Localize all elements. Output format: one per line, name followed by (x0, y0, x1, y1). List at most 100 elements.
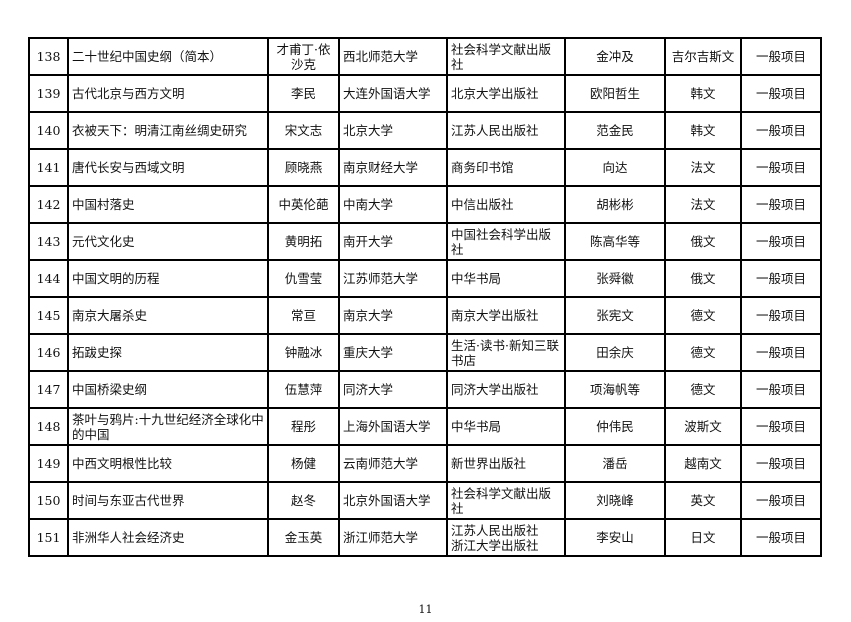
book-title-cell: 拓跋史探 (67, 333, 269, 372)
original-author-cell: 刘晓峰 (564, 481, 666, 520)
table-row: 145 南京大屠杀史 常亘 南京大学 南京大学出版社 张宪文 德文 一般项目 (28, 296, 822, 335)
table-row: 143 元代文化史 黄明拓 南开大学 中国社会科学出版社 陈高华等 俄文 一般项目 (28, 222, 822, 261)
applicant-cell: 宋文志 (267, 111, 340, 150)
language-cell: 德文 (664, 370, 742, 409)
book-title-cell: 衣被天下：明清江南丝绸史研究 (67, 111, 269, 150)
applicant-cell: 赵冬 (267, 481, 340, 520)
institution-cell: 重庆大学 (338, 333, 448, 372)
applicant-cell: 李民 (267, 74, 340, 113)
table-row: 138 二十世纪中国史纲（简本） 才甫丁·依沙克 西北师范大学 社会科学文献出版社 金冲及… (28, 37, 822, 76)
project-type-cell: 一般项目 (740, 407, 822, 446)
institution-cell: 浙江师范大学 (338, 518, 448, 557)
original-author-cell: 李安山 (564, 518, 666, 557)
applicant-cell: 伍慧萍 (267, 370, 340, 409)
project-type-cell: 一般项目 (740, 444, 822, 483)
project-type-cell: 一般项目 (740, 481, 822, 520)
original-author-cell: 张宪文 (564, 296, 666, 335)
institution-cell: 云南师范大学 (338, 444, 448, 483)
institution-cell: 北京大学 (338, 111, 448, 150)
row-number-cell: 138 (28, 37, 69, 76)
project-type-cell: 一般项目 (740, 296, 822, 335)
table-row: 144 中国文明的历程 仇雪莹 江苏师范大学 中华书局 张舜徽 俄文 一般项目 (28, 259, 822, 298)
row-number-cell: 146 (28, 333, 69, 372)
publisher-cell: 北京大学出版社 (446, 74, 566, 113)
institution-cell: 上海外国语大学 (338, 407, 448, 446)
table-row: 147 中国桥梁史纲 伍慧萍 同济大学 同济大学出版社 项海帆等 德文 一般项目 (28, 370, 822, 409)
applicant-cell: 仇雪莹 (267, 259, 340, 298)
original-author-cell: 项海帆等 (564, 370, 666, 409)
project-type-cell: 一般项目 (740, 222, 822, 261)
row-number-cell: 150 (28, 481, 69, 520)
row-number-cell: 149 (28, 444, 69, 483)
project-type-cell: 一般项目 (740, 185, 822, 224)
project-type-cell: 一般项目 (740, 148, 822, 187)
table-row: 148 茶叶与鸦片:十九世纪经济全球化中的中国 程彤 上海外国语大学 中华书局 仲伟民 波斯… (28, 407, 822, 446)
original-author-cell: 仲伟民 (564, 407, 666, 446)
original-author-cell: 张舜徽 (564, 259, 666, 298)
book-title-cell: 古代北京与西方文明 (67, 74, 269, 113)
applicant-cell: 钟融冰 (267, 333, 340, 372)
applicant-cell: 常亘 (267, 296, 340, 335)
language-cell: 越南文 (664, 444, 742, 483)
institution-cell: 同济大学 (338, 370, 448, 409)
language-cell: 法文 (664, 148, 742, 187)
row-number-cell: 142 (28, 185, 69, 224)
language-cell: 波斯文 (664, 407, 742, 446)
publisher-cell: 商务印书馆 (446, 148, 566, 187)
institution-cell: 江苏师范大学 (338, 259, 448, 298)
book-title-cell: 中西文明根性比较 (67, 444, 269, 483)
table-row: 149 中西文明根性比较 杨健 云南师范大学 新世界出版社 潘岳 越南文 一般项目 (28, 444, 822, 483)
original-author-cell: 田余庆 (564, 333, 666, 372)
page-number: 11 (418, 603, 433, 616)
book-title-cell: 二十世纪中国史纲（简本） (67, 37, 269, 76)
institution-cell: 西北师范大学 (338, 37, 448, 76)
original-author-cell: 金冲及 (564, 37, 666, 76)
publisher-cell: 生活·读书·新知三联书店 (446, 333, 566, 372)
table-row: 141 唐代长安与西域文明 顾晓燕 南京财经大学 商务印书馆 向达 法文 一般项目 (28, 148, 822, 187)
row-number-cell: 145 (28, 296, 69, 335)
language-cell: 吉尔吉斯文 (664, 37, 742, 76)
book-title-cell: 中国村落史 (67, 185, 269, 224)
applicant-cell: 杨健 (267, 444, 340, 483)
book-title-cell: 南京大屠杀史 (67, 296, 269, 335)
institution-cell: 南京财经大学 (338, 148, 448, 187)
row-number-cell: 141 (28, 148, 69, 187)
language-cell: 俄文 (664, 259, 742, 298)
applicant-cell: 金玉英 (267, 518, 340, 557)
row-number-cell: 147 (28, 370, 69, 409)
language-cell: 韩文 (664, 74, 742, 113)
institution-cell: 中南大学 (338, 185, 448, 224)
language-cell: 德文 (664, 333, 742, 372)
language-cell: 日文 (664, 518, 742, 557)
project-type-cell: 一般项目 (740, 111, 822, 150)
table-row: 139 古代北京与西方文明 李民 大连外国语大学 北京大学出版社 欧阳哲生 韩文 一般项目 (28, 74, 822, 113)
book-title-cell: 茶叶与鸦片:十九世纪经济全球化中的中国 (67, 407, 269, 446)
row-number-cell: 151 (28, 518, 69, 557)
book-title-cell: 中国文明的历程 (67, 259, 269, 298)
table-row: 151 非洲华人社会经济史 金玉英 浙江师范大学 江苏人民出版社 浙江大学出版社 李安山日… (28, 518, 822, 557)
row-number-cell: 144 (28, 259, 69, 298)
project-type-cell: 一般项目 (740, 333, 822, 372)
table-row: 150 时间与东亚古代世界 赵冬 北京外国语大学 社会科学文献出版社 刘晓峰 英文 一般项目 (28, 481, 822, 520)
applicant-cell: 程彤 (267, 407, 340, 446)
publisher-cell: 中信出版社 (446, 185, 566, 224)
language-cell: 英文 (664, 481, 742, 520)
publisher-cell: 同济大学出版社 (446, 370, 566, 409)
publisher-cell: 江苏人民出版社 浙江大学出版社 (446, 518, 566, 557)
publisher-cell: 社会科学文献出版社 (446, 37, 566, 76)
original-author-cell: 向达 (564, 148, 666, 187)
language-cell: 德文 (664, 296, 742, 335)
table-row: 140 衣被天下：明清江南丝绸史研究 宋文志 北京大学 江苏人民出版社 范金民 韩文 一般项目 (28, 111, 822, 150)
original-author-cell: 胡彬彬 (564, 185, 666, 224)
original-author-cell: 范金民 (564, 111, 666, 150)
project-type-cell: 一般项目 (740, 37, 822, 76)
publisher-cell: 新世界出版社 (446, 444, 566, 483)
project-type-cell: 一般项目 (740, 370, 822, 409)
original-author-cell: 潘岳 (564, 444, 666, 483)
book-title-cell: 唐代长安与西域文明 (67, 148, 269, 187)
institution-cell: 南京大学 (338, 296, 448, 335)
institution-cell: 大连外国语大学 (338, 74, 448, 113)
original-author-cell: 陈高华等 (564, 222, 666, 261)
row-number-cell: 139 (28, 74, 69, 113)
publisher-cell: 中华书局 (446, 407, 566, 446)
